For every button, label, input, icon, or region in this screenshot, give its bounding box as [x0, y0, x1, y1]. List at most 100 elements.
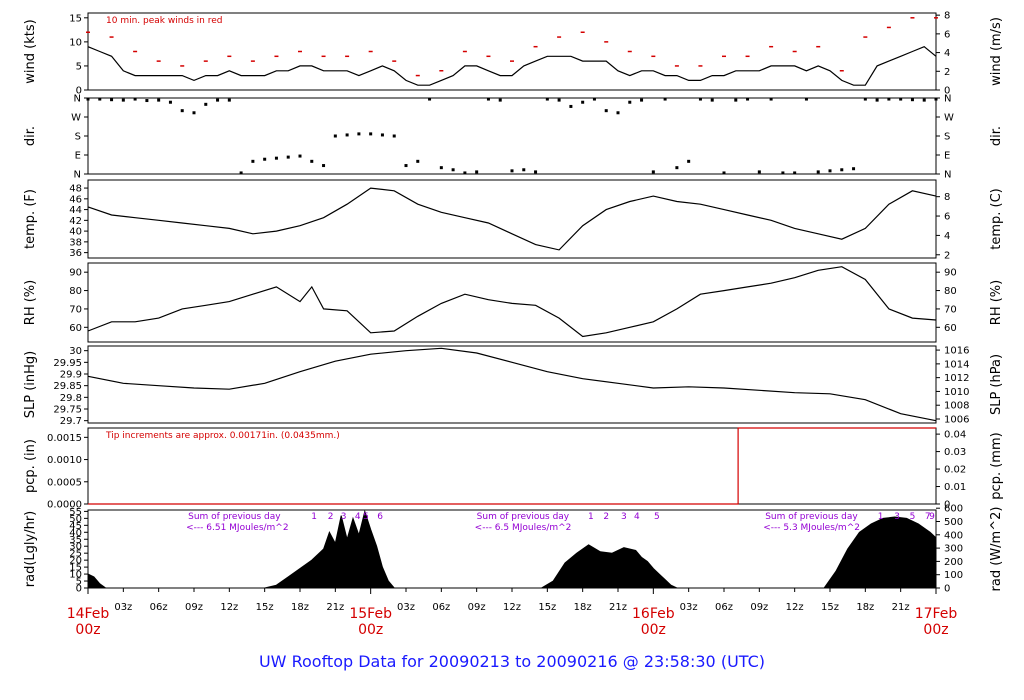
series-point — [698, 97, 702, 101]
time-hour-label: 18z — [574, 602, 592, 613]
series-point — [204, 102, 208, 106]
series-line — [87, 187, 937, 251]
ytick-left-label: N — [74, 170, 81, 181]
series-point — [416, 159, 420, 163]
ytick-right-label: 6 — [944, 212, 950, 223]
ylabel-left: dir. — [23, 126, 38, 146]
ytick-right-label: N — [944, 170, 951, 181]
time-hour-label: 21z — [326, 602, 344, 613]
series-point — [616, 111, 620, 115]
series-line — [88, 427, 936, 505]
series-point — [369, 132, 373, 136]
ylabel-left: wind (kts) — [23, 19, 38, 83]
day-zulu-label: 00z — [641, 622, 666, 638]
ytick-left-label: W — [71, 113, 81, 124]
ytick-left-label: 38 — [69, 237, 82, 248]
series-point — [640, 98, 644, 102]
ytick-left-label: 45 — [69, 521, 82, 532]
series-point — [286, 155, 290, 159]
daily-sum-note-line2: <--- 5.3 MJoules/m^2 — [763, 523, 860, 533]
series-point — [168, 100, 172, 104]
daily-sum-note-line2: <--- 6.5 MJoules/m^2 — [475, 523, 572, 533]
series-point — [746, 97, 750, 101]
local-hour-mark: 3 — [341, 512, 347, 522]
series-point — [133, 97, 137, 101]
ytick-left-label: 50 — [69, 514, 82, 525]
ytick-left-label: 30 — [69, 542, 82, 553]
series-point — [345, 133, 349, 137]
ytick-right-label: 1014 — [944, 359, 969, 370]
ytick-right-label: 2 — [944, 67, 950, 78]
ytick-left-label: 70 — [69, 304, 82, 315]
panel-slp: SLP (inHg) SLP (hPa)29.729.7529.829.8529.… — [23, 345, 1004, 427]
local-hour-mark: 2 — [328, 512, 334, 522]
annotation-text: 10 min. peak winds in red — [106, 16, 223, 26]
ytick-left-label: 15 — [69, 13, 82, 24]
local-hour-mark: 9 — [929, 512, 935, 522]
ytick-right-label: 0 — [944, 86, 950, 97]
time-hour-label: 21z — [892, 602, 910, 613]
time-hour-label: 21z — [609, 602, 627, 613]
series-point — [922, 98, 926, 102]
day-zulu-label: 00z — [75, 622, 100, 638]
day-date-label: 14Feb — [67, 606, 110, 622]
ytick-left-label: 20 — [69, 556, 82, 567]
ytick-left-label: 29.85 — [53, 381, 82, 392]
ytick-right-label: 6 — [944, 29, 950, 40]
local-hour-mark: 7 — [925, 512, 931, 522]
ylabel-left: RH (%) — [23, 280, 38, 325]
time-hour-label: 15z — [256, 602, 274, 613]
ylabel-right: RH (%) — [989, 280, 1004, 325]
series-point — [793, 171, 797, 175]
series-area — [87, 509, 937, 589]
series-point — [333, 134, 337, 138]
ytick-right-label: 100 — [944, 570, 963, 581]
series-point — [180, 109, 184, 113]
series-line — [87, 266, 937, 338]
series-point — [439, 166, 443, 170]
series-line — [87, 347, 937, 422]
daily-sum-note-line1: Sum of previous day — [477, 512, 570, 522]
daily-sum-note-line2: <--- 6.51 MJoules/m^2 — [186, 523, 288, 533]
series-point — [157, 98, 161, 102]
ytick-left-label: E — [75, 151, 81, 162]
series-point — [98, 97, 102, 101]
time-hour-label: 15z — [821, 602, 839, 613]
time-hour-label: 03z — [397, 602, 415, 613]
ylabel-right: pcp. (mm) — [989, 432, 1004, 499]
ytick-right-label: 300 — [944, 544, 963, 555]
local-hour-mark: 6 — [377, 512, 383, 522]
ylabel-right: temp. (C) — [989, 188, 1004, 250]
ylabel-right: dir. — [989, 126, 1004, 146]
ytick-right-label: 200 — [944, 557, 963, 568]
time-hour-label: 12z — [503, 602, 521, 613]
time-hour-label: 06z — [150, 602, 168, 613]
panel-rh: RH (%) RH (%) 60 70 80 90 60 70 80 90 — [23, 262, 1004, 343]
local-hour-mark: 5 — [654, 512, 660, 522]
series-point — [145, 99, 149, 103]
ytick-right-label: N — [944, 94, 951, 105]
ytick-right-label: 90 — [944, 268, 957, 279]
ytick-left-label: 29.95 — [53, 358, 82, 369]
day-zulu-label: 00z — [358, 622, 383, 638]
series-point — [651, 170, 655, 174]
series-point — [863, 97, 867, 101]
series-point — [675, 166, 679, 170]
daily-sum-note-line1: Sum of previous day — [765, 512, 858, 522]
ytick-right-label: 1006 — [944, 414, 969, 425]
ytick-left-label: 10 — [69, 570, 82, 581]
ytick-left-label: 36 — [69, 248, 82, 259]
ytick-left-label: 35 — [69, 535, 82, 546]
series-point — [392, 134, 396, 138]
ytick-right-label: 600 — [944, 504, 963, 515]
series-point — [498, 98, 502, 102]
ylabel-left: temp. (F) — [23, 189, 38, 249]
daily-sum-note-line1: Sum of previous day — [188, 512, 281, 522]
annotation-text: Tip increments are approx. 0.00171in. (0… — [105, 431, 340, 441]
series-point — [451, 168, 455, 172]
series-point — [757, 170, 761, 174]
panel-pcp: pcp. (in) pcp. (mm) 0.0000 0.0005 0.0010 0.00… — [23, 427, 1004, 511]
series-point — [310, 159, 314, 163]
ytick-right-label: 70 — [944, 304, 957, 315]
day-date-label: 17Feb — [915, 606, 958, 622]
